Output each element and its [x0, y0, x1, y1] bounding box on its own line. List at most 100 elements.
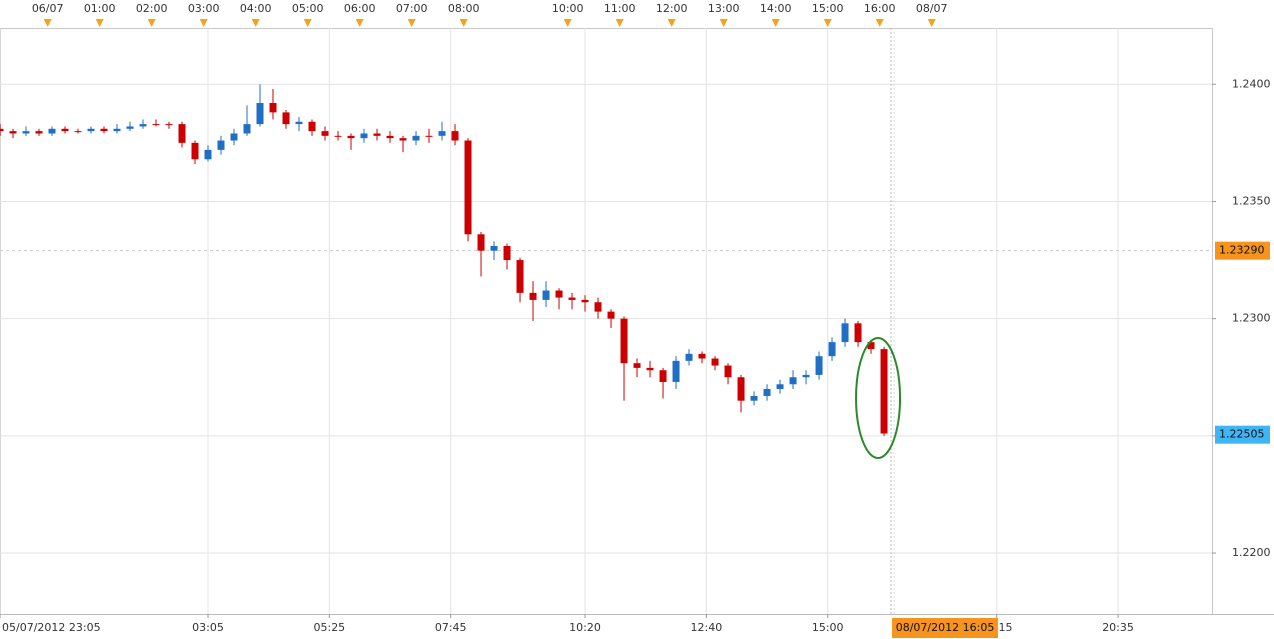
- top-tick-marker: [615, 19, 624, 27]
- top-tick-label: 12:00: [656, 2, 688, 15]
- top-tick-marker: [563, 19, 572, 27]
- price-marker-box: [1215, 241, 1270, 260]
- candle-body: [659, 370, 667, 382]
- top-tick-marker: [875, 19, 884, 27]
- top-tick-label: 11:00: [604, 2, 636, 15]
- candle-body: [841, 323, 849, 343]
- top-tick-label: 01:00: [84, 2, 116, 15]
- candle-body: [685, 353, 693, 361]
- top-tick-label: 08:00: [448, 2, 480, 15]
- candle-body: [152, 124, 160, 126]
- top-tick-marker: [667, 19, 676, 27]
- x-tick-label: 03:05: [192, 621, 224, 634]
- candle-body: [581, 299, 589, 303]
- candle-body: [438, 131, 446, 136]
- candle-body: [282, 112, 290, 125]
- candle-body: [503, 245, 511, 261]
- candle-body: [750, 396, 758, 401]
- candle-body: [542, 290, 550, 300]
- top-tick-label: 04:00: [240, 2, 272, 15]
- candle-body: [529, 292, 537, 300]
- top-tick-label: 07:00: [396, 2, 428, 15]
- candle-body: [477, 234, 485, 251]
- x-tick-label: 05:25: [313, 621, 345, 634]
- candle-body: [165, 124, 173, 126]
- candle-body: [74, 131, 82, 133]
- top-tick-label: 06/07: [32, 2, 64, 15]
- candle-body: [412, 135, 420, 141]
- x-tick-label: 07:45: [435, 621, 467, 634]
- candle-body: [9, 131, 17, 134]
- candle-body: [711, 358, 719, 366]
- candle-body: [451, 131, 459, 141]
- candle-body: [243, 124, 251, 134]
- candle-body: [568, 297, 576, 300]
- candle-body: [347, 135, 355, 139]
- top-tick-label: 10:00: [552, 2, 584, 15]
- candle-body: [308, 121, 316, 132]
- candle-body: [360, 133, 368, 139]
- candle-body: [763, 388, 771, 397]
- price-marker-label: 1.23290: [1219, 244, 1265, 257]
- candle-body: [126, 126, 134, 129]
- top-tick-label: 05:00: [292, 2, 324, 15]
- candle-body: [672, 360, 680, 382]
- candle-body: [776, 384, 784, 389]
- candle-body: [0, 128, 4, 132]
- candle-body: [490, 245, 498, 251]
- candle-body: [464, 140, 472, 235]
- candle-body: [698, 353, 706, 359]
- y-tick-label: 1.2200: [1232, 546, 1271, 559]
- candle-body: [295, 121, 303, 125]
- top-tick-label: 02:00: [136, 2, 168, 15]
- top-tick-marker: [95, 19, 104, 27]
- candle-body: [139, 124, 147, 127]
- top-tick-label: 06:00: [344, 2, 376, 15]
- top-tick-marker: [407, 19, 416, 27]
- top-tick-marker: [199, 19, 208, 27]
- x-tick-label: 10:20: [569, 621, 601, 634]
- candle-body: [217, 140, 225, 150]
- candle-body: [113, 128, 121, 132]
- candle-body: [256, 103, 264, 125]
- candle-body: [269, 103, 277, 113]
- candle-body: [61, 128, 69, 132]
- candle-body: [646, 367, 654, 371]
- top-tick-marker: [147, 19, 156, 27]
- top-tick-label: 16:00: [864, 2, 896, 15]
- candle-body: [399, 138, 407, 141]
- x-tick-label: 20:35: [1102, 621, 1134, 634]
- candle-body: [555, 290, 563, 298]
- top-tick-label: 14:00: [760, 2, 792, 15]
- y-tick-label: 1.2300: [1232, 312, 1271, 325]
- candle-body: [594, 302, 602, 312]
- current-time-label: 08/07/2012 16:05: [896, 621, 995, 634]
- x-tick-label: 12:40: [691, 621, 723, 634]
- candle-body: [230, 133, 238, 141]
- candle-body: [334, 135, 342, 137]
- top-tick-label: 08/07: [916, 2, 948, 15]
- x-tick-label: 15:00: [812, 621, 844, 634]
- top-tick-label: 15:00: [812, 2, 844, 15]
- top-tick-marker: [355, 19, 364, 27]
- candle-body: [802, 374, 810, 378]
- top-tick-label: 13:00: [708, 2, 740, 15]
- candle-body: [373, 133, 381, 136]
- candle-body: [516, 260, 524, 293]
- candle-body: [321, 131, 329, 136]
- current-time-box: [892, 618, 999, 638]
- candle-body: [191, 142, 199, 160]
- top-tick-label: 03:00: [188, 2, 220, 15]
- candle-body: [386, 135, 394, 139]
- candle-body: [789, 377, 797, 385]
- top-tick-marker: [459, 19, 468, 27]
- candle-body: [633, 363, 641, 368]
- top-tick-marker: [823, 19, 832, 27]
- candle-body: [828, 342, 836, 357]
- x-tick-label: 05/07/2012 23:05: [2, 621, 101, 634]
- candle-body: [87, 128, 95, 132]
- candle-body: [867, 342, 875, 350]
- y-tick-label: 1.2400: [1232, 77, 1271, 90]
- top-tick-marker: [251, 19, 260, 27]
